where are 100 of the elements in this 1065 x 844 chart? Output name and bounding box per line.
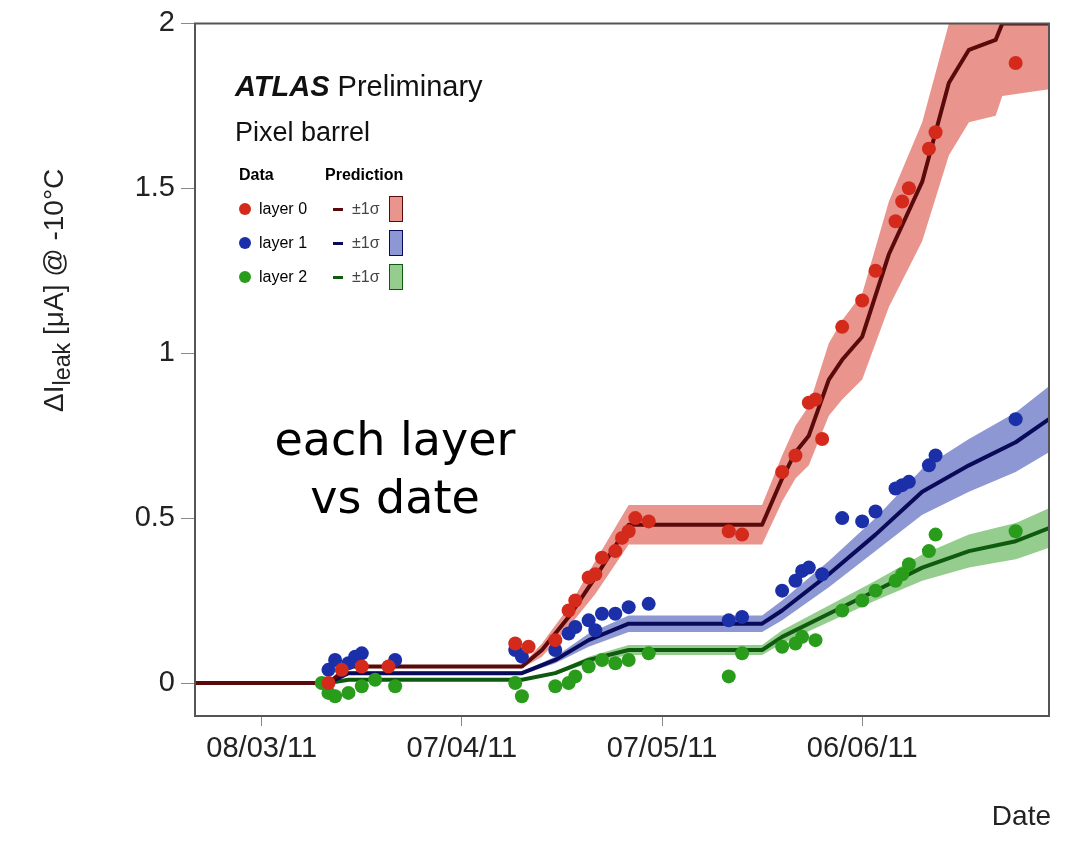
point: [888, 214, 903, 229]
point: [721, 524, 736, 539]
point: [855, 293, 870, 308]
point: [608, 656, 623, 671]
point: [928, 527, 943, 542]
point: [815, 431, 830, 446]
point: [548, 679, 563, 694]
annotation: each layer vs date: [273, 411, 517, 526]
legend-label: ±1σ: [351, 199, 381, 219]
point: [354, 659, 369, 674]
annotation: Data: [238, 165, 275, 185]
point: [608, 544, 623, 559]
y-tick-label: 0.5: [134, 500, 175, 533]
y-tick-label: 2: [158, 5, 175, 38]
x-tick-label: 06/06/11: [806, 731, 918, 764]
point: [721, 613, 736, 628]
point: [775, 583, 790, 598]
point: [641, 596, 656, 611]
point: [588, 567, 603, 582]
point: [868, 263, 883, 278]
point: [368, 672, 383, 687]
point: [328, 652, 343, 667]
point: [621, 600, 636, 615]
point: [354, 646, 369, 661]
point: [868, 583, 883, 598]
annotation: Prediction: [324, 165, 405, 185]
point: [901, 557, 916, 572]
point: [508, 636, 523, 651]
legend-label: layer 2: [258, 267, 309, 287]
y-tick-label: 1: [158, 335, 175, 368]
point: [835, 603, 850, 618]
annotation: ATLAS Preliminary: [235, 70, 483, 103]
point: [895, 194, 910, 209]
point: [561, 603, 576, 618]
point: [835, 319, 850, 334]
point: [788, 448, 803, 463]
point: [901, 474, 916, 489]
point: [928, 448, 943, 463]
point: [735, 527, 750, 542]
point: [581, 613, 596, 628]
point: [341, 685, 356, 700]
point: [568, 669, 583, 684]
point: [328, 689, 343, 704]
point: [808, 633, 823, 648]
x-tick-label: 08/03/11: [206, 731, 318, 764]
point: [801, 560, 816, 575]
point: [808, 392, 823, 407]
legend-label: ±1σ: [351, 233, 381, 253]
point: [641, 514, 656, 529]
point: [775, 464, 790, 479]
point: [568, 619, 583, 634]
point: [735, 610, 750, 625]
point: [388, 679, 403, 694]
x-tick-label: 07/05/11: [606, 731, 718, 764]
point: [641, 646, 656, 661]
point: [1008, 524, 1023, 539]
point: [568, 593, 583, 608]
point: [855, 514, 870, 529]
point: [928, 125, 943, 140]
point: [788, 573, 803, 588]
point: [721, 669, 736, 684]
point: [1008, 55, 1023, 70]
annotation: Pixel barrel: [235, 117, 372, 148]
point: [795, 629, 810, 644]
x-axis-title: Date: [991, 800, 1051, 832]
point: [835, 511, 850, 526]
point: [735, 646, 750, 661]
point: [628, 511, 643, 526]
point: [594, 606, 609, 621]
x-tick-label: 07/04/11: [406, 731, 518, 764]
point: [588, 623, 603, 638]
point: [621, 524, 636, 539]
y-tick-label: 1.5: [134, 170, 175, 203]
point: [921, 544, 936, 559]
point: [508, 676, 523, 691]
legend-label: layer 1: [258, 233, 309, 253]
point: [855, 593, 870, 608]
point: [521, 639, 536, 654]
legend-label: ±1σ: [351, 267, 381, 287]
y-tick-label: 0: [158, 665, 175, 698]
point: [901, 181, 916, 196]
point: [921, 141, 936, 156]
point: [321, 662, 336, 677]
point: [594, 550, 609, 565]
legend-label: layer 0: [258, 199, 309, 219]
point: [334, 662, 349, 677]
point: [1008, 412, 1023, 427]
point: [354, 679, 369, 694]
point: [621, 652, 636, 667]
point: [581, 659, 596, 674]
point: [775, 639, 790, 654]
point: [895, 567, 910, 582]
point: [815, 567, 830, 582]
point: [321, 676, 336, 691]
point: [514, 649, 529, 664]
point: [921, 458, 936, 473]
point: [868, 504, 883, 519]
point: [548, 633, 563, 648]
point: [594, 652, 609, 667]
point: [514, 689, 529, 704]
